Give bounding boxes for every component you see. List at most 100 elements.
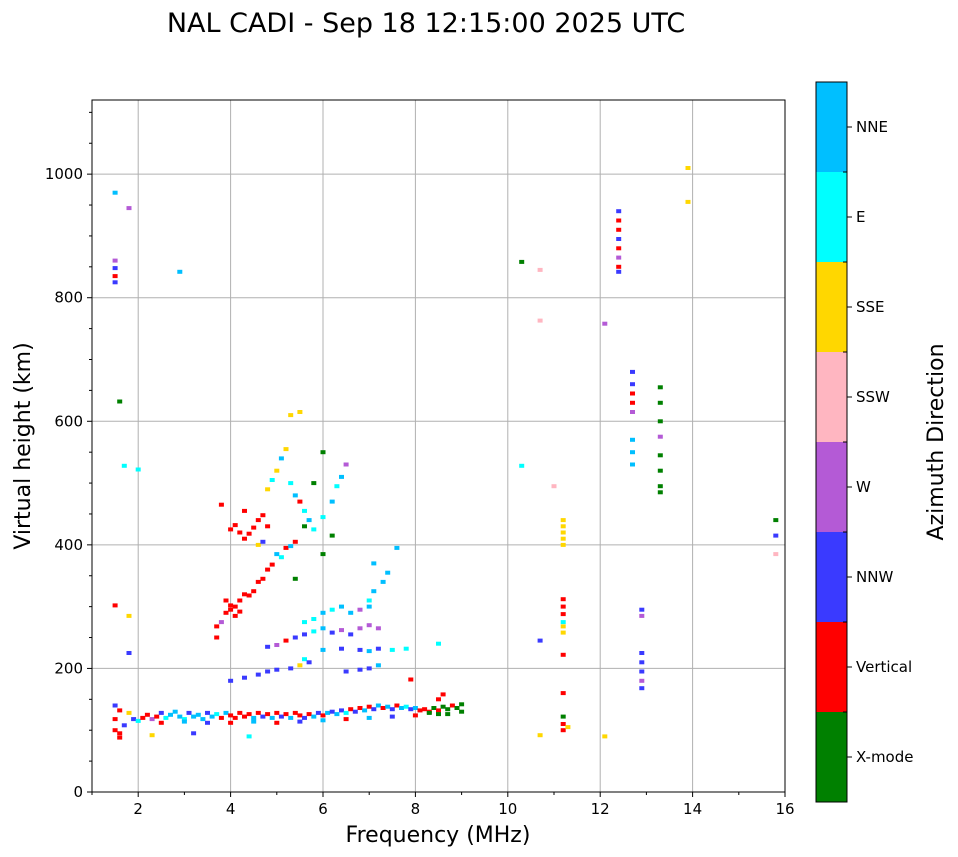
data-point <box>519 259 525 264</box>
data-point <box>278 555 284 560</box>
data-point <box>163 715 169 720</box>
data-point <box>371 561 377 566</box>
data-point <box>251 525 257 530</box>
data-point <box>560 542 566 547</box>
colorbar-tick-label: SSE <box>856 298 885 316</box>
data-point <box>616 255 622 260</box>
data-point <box>357 647 363 652</box>
data-point <box>297 719 303 724</box>
data-point <box>773 533 779 538</box>
data-point <box>657 453 663 458</box>
data-point <box>131 717 137 722</box>
data-point <box>112 728 118 733</box>
data-point <box>255 542 261 547</box>
y-axis-label: Virtual height (km) <box>11 342 36 549</box>
colorbar-tick-label: X-mode <box>856 748 913 766</box>
data-point <box>214 624 220 629</box>
data-point <box>191 731 197 736</box>
data-point <box>639 613 645 618</box>
data-point <box>403 704 409 709</box>
data-point <box>616 209 622 214</box>
data-point <box>320 515 326 520</box>
data-point <box>214 712 220 717</box>
data-point <box>288 544 294 549</box>
data-point <box>218 715 224 720</box>
data-point <box>657 490 663 495</box>
data-point <box>237 710 243 715</box>
colorbar-tick-label: NNW <box>856 568 893 586</box>
data-point <box>121 723 127 728</box>
data-point <box>320 626 326 631</box>
plot-frame <box>91 99 786 793</box>
data-point <box>385 570 391 575</box>
data-point <box>357 607 363 612</box>
data-point <box>560 714 566 719</box>
data-point <box>302 620 307 625</box>
y-tick-label: 400 <box>54 536 83 554</box>
colorbar-label: Azimuth Direction <box>924 343 949 540</box>
data-point <box>117 731 123 736</box>
data-point <box>237 598 243 603</box>
data-point <box>228 603 234 608</box>
data-point <box>265 712 271 717</box>
x-tick-label: 16 <box>775 800 794 818</box>
data-point <box>232 523 238 528</box>
data-point <box>265 524 271 529</box>
data-point <box>431 706 437 710</box>
data-point <box>302 508 307 513</box>
data-point <box>306 660 312 665</box>
data-point <box>311 617 317 621</box>
data-point <box>339 646 344 651</box>
colorbar-frame <box>815 81 848 803</box>
data-point <box>394 545 400 550</box>
data-point <box>560 652 566 657</box>
data-point <box>306 518 312 523</box>
data-point <box>112 266 118 271</box>
data-point <box>366 598 372 603</box>
data-point <box>117 735 123 740</box>
data-point <box>255 518 261 523</box>
data-point <box>630 462 635 467</box>
data-point <box>459 709 465 714</box>
data-point <box>565 725 571 730</box>
data-point <box>117 708 123 713</box>
colorbar-segment <box>816 172 847 262</box>
data-point <box>242 536 247 541</box>
data-point <box>126 613 132 618</box>
data-point <box>334 484 340 489</box>
x-tick-label: 6 <box>318 800 328 818</box>
data-point <box>357 626 363 631</box>
data-point <box>375 703 381 708</box>
data-point <box>121 463 127 468</box>
data-point <box>274 667 280 672</box>
data-point <box>329 630 335 635</box>
data-point <box>639 669 645 674</box>
data-point <box>657 419 663 424</box>
data-point <box>320 610 326 615</box>
colorbar-tick-label: SSW <box>856 388 890 406</box>
data-point <box>329 533 335 538</box>
data-point <box>380 706 386 710</box>
data-point <box>616 218 622 223</box>
data-point <box>436 641 441 646</box>
data-point <box>126 206 132 211</box>
data-point <box>265 644 271 649</box>
data-point <box>288 413 294 418</box>
data-point <box>519 463 525 468</box>
data-point <box>639 607 645 612</box>
data-point <box>560 524 566 529</box>
data-point <box>375 646 381 651</box>
colorbar-tick-label: Vertical <box>856 658 912 676</box>
data-point <box>311 629 317 634</box>
data-points <box>112 166 779 740</box>
data-point <box>311 527 317 532</box>
data-point <box>302 632 307 637</box>
data-point <box>375 663 381 668</box>
data-point <box>380 579 386 584</box>
data-point <box>186 710 192 715</box>
data-point <box>551 484 557 489</box>
data-point <box>168 712 173 717</box>
data-point <box>537 638 543 643</box>
data-point <box>537 267 543 272</box>
data-point <box>112 603 118 608</box>
